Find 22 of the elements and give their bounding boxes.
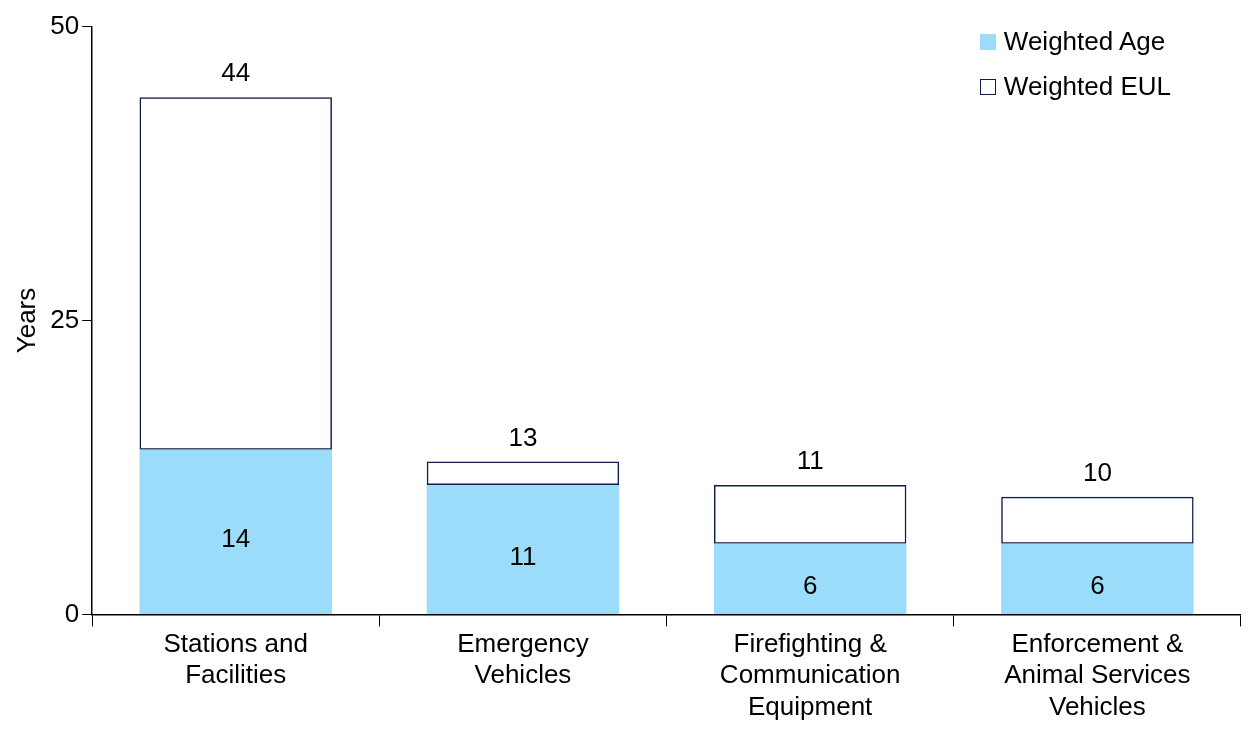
x-tick-label: Emergency Vehicles	[457, 628, 589, 690]
bar	[426, 485, 620, 614]
total-label: 11	[796, 445, 824, 476]
x-tick-label: Firefighting & Communication Equipment	[719, 628, 901, 721]
total-label: 10	[1082, 457, 1112, 488]
y-tick-label: 0	[64, 597, 80, 628]
total-label: 44	[221, 57, 251, 88]
x-tick-label: Stations and Facilities	[163, 628, 309, 690]
bar	[139, 449, 332, 614]
y-tick-label: 25	[50, 303, 80, 334]
x-tick-label: Enforcement & Animal Services Vehicles	[1004, 628, 1191, 721]
legend-label: Weighted Age	[1003, 26, 1166, 57]
total-label: 13	[508, 421, 538, 452]
data-label: 6	[1090, 570, 1105, 601]
data-label: 11	[509, 540, 537, 571]
data-label: 14	[221, 523, 251, 554]
bar	[1001, 543, 1194, 614]
legend-label: Weighted EUL	[1003, 71, 1171, 102]
bar	[713, 543, 907, 614]
y-tick-label: 50	[50, 9, 80, 40]
y-axis-title: Years	[10, 287, 41, 354]
data-label: 6	[802, 570, 818, 601]
